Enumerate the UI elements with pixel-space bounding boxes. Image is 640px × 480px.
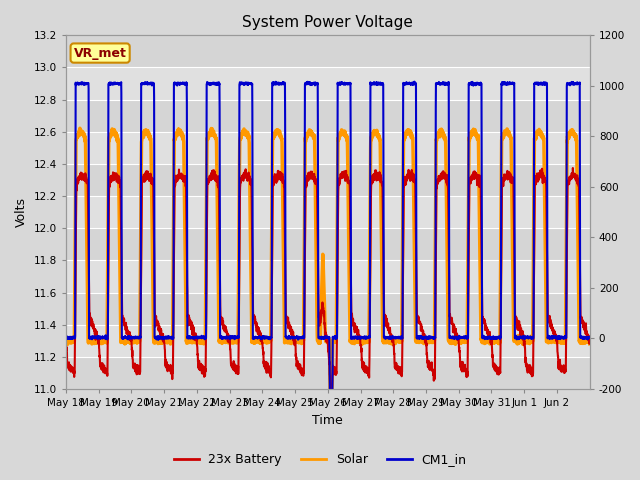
23x Battery <box>506 175 514 181</box>
Bar <box>66 132 589 164</box>
Line: 23x Battery: 23x Battery <box>66 168 589 414</box>
CM1_in <box>169 334 177 340</box>
CM1_in <box>506 80 514 86</box>
23x Battery <box>569 165 577 171</box>
Y-axis label: Volts: Volts <box>15 197 28 227</box>
CM1_in <box>62 335 70 340</box>
Solar <box>441 134 449 140</box>
Line: Solar: Solar <box>66 128 589 462</box>
Solar <box>76 125 84 131</box>
23x Battery <box>441 171 449 177</box>
Bar <box>66 196 589 228</box>
CM1_in <box>586 335 593 341</box>
CM1_in <box>475 81 483 86</box>
Solar <box>586 341 593 347</box>
CM1_in <box>580 334 588 340</box>
23x Battery <box>169 347 177 353</box>
Text: VR_met: VR_met <box>74 47 127 60</box>
Solar <box>475 148 483 154</box>
Legend: 23x Battery, Solar, CM1_in: 23x Battery, Solar, CM1_in <box>168 448 472 471</box>
Bar <box>66 261 589 292</box>
Solar <box>395 335 403 341</box>
Bar <box>66 357 589 389</box>
Bar <box>66 164 589 196</box>
Bar <box>66 292 589 324</box>
Solar <box>170 252 177 257</box>
23x Battery <box>395 367 403 372</box>
Solar <box>62 336 70 342</box>
Title: System Power Voltage: System Power Voltage <box>243 15 413 30</box>
CM1_in <box>441 80 449 86</box>
Solar <box>580 338 588 344</box>
Solar <box>327 459 335 465</box>
Bar <box>66 36 589 68</box>
Bar <box>66 324 589 357</box>
Bar <box>66 68 589 100</box>
CM1_in <box>410 79 418 84</box>
CM1_in <box>395 334 403 340</box>
23x Battery <box>327 411 335 417</box>
23x Battery <box>474 181 482 187</box>
Solar <box>506 133 514 139</box>
23x Battery <box>586 341 593 347</box>
23x Battery <box>62 340 70 346</box>
Bar <box>66 228 589 261</box>
23x Battery <box>580 323 588 328</box>
Line: CM1_in: CM1_in <box>66 82 589 480</box>
Bar <box>66 100 589 132</box>
X-axis label: Time: Time <box>312 414 343 427</box>
